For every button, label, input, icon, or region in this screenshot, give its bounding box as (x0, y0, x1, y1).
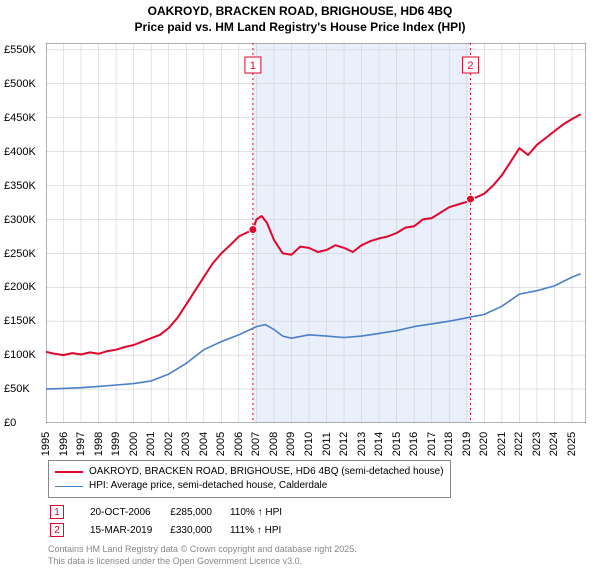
attribution: Contains HM Land Registry data © Crown c… (48, 544, 592, 567)
y-tick-label: £300K (4, 214, 36, 226)
x-tick-label: 2001 (145, 432, 157, 456)
y-tick-label: £400K (4, 146, 36, 158)
legend-item-hpi: HPI: Average price, semi-detached house,… (55, 479, 444, 493)
legend: OAKROYD, BRACKEN ROAD, BRIGHOUSE, HD6 4B… (48, 460, 451, 498)
x-tick-label: 2014 (373, 432, 385, 456)
marker-price: £285,000 (170, 504, 228, 520)
x-tick-label: 2011 (321, 432, 333, 456)
legend-item-property: OAKROYD, BRACKEN ROAD, BRIGHOUSE, HD6 4B… (55, 465, 444, 479)
x-tick-label: 2004 (198, 432, 210, 456)
x-tick-label: 2017 (426, 432, 438, 456)
title-line-1: OAKROYD, BRACKEN ROAD, BRIGHOUSE, HD6 4B… (0, 4, 600, 20)
y-tick-label: £550K (4, 44, 36, 56)
x-tick-label: 2015 (391, 432, 403, 456)
x-tick-label: 2000 (128, 432, 140, 456)
x-tick-label: 2012 (338, 432, 350, 456)
price-chart: 12 (46, 43, 586, 423)
x-tick-label: 2003 (180, 432, 192, 456)
x-tick-label: 2007 (250, 432, 262, 456)
x-tick-label: 2020 (478, 432, 490, 456)
x-tick-label: 1995 (40, 432, 52, 456)
x-tick-label: 1998 (93, 432, 105, 456)
x-tick-label: 2023 (531, 432, 543, 456)
x-tick-label: 2005 (215, 432, 227, 456)
y-tick-label: £200K (4, 281, 36, 293)
x-tick-label: 2021 (496, 432, 508, 456)
x-tick-label: 2010 (303, 432, 315, 456)
x-tick-label: 1997 (75, 432, 87, 456)
legend-swatch-property (55, 471, 83, 473)
y-tick-label: £100K (4, 349, 36, 361)
marker-date: 20-OCT-2006 (90, 504, 168, 520)
marker-row: 2 15-MAR-2019£330,000111% ↑ HPI (50, 522, 298, 538)
svg-text:2: 2 (467, 60, 473, 72)
y-tick-label: £450K (4, 112, 36, 124)
y-tick-label: £250K (4, 248, 36, 260)
x-tick-label: 2006 (233, 432, 245, 456)
x-tick-label: 2009 (285, 432, 297, 456)
marker-number-box: 2 (50, 523, 64, 537)
marker-row: 1 20-OCT-2006£285,000110% ↑ HPI (50, 504, 298, 520)
svg-text:1: 1 (250, 60, 256, 72)
y-tick-label: £50K (4, 383, 30, 395)
legend-swatch-hpi (55, 486, 83, 487)
y-tick-label: £350K (4, 180, 36, 192)
x-tick-label: 2022 (513, 432, 525, 456)
x-tick-label: 2019 (461, 432, 473, 456)
chart-area: £0 £50K £100K £150K £200K £250K £300K £350K £400… (4, 37, 594, 452)
x-tick-label: 2013 (356, 432, 368, 456)
y-tick-label: £0 (4, 417, 16, 429)
marker-number-box: 1 (50, 505, 64, 519)
x-tick-label: 2024 (548, 432, 560, 456)
x-tick-label: 1999 (110, 432, 122, 456)
x-tick-label: 2002 (163, 432, 175, 456)
x-tick-label: 2025 (566, 432, 578, 456)
chart-title: OAKROYD, BRACKEN ROAD, BRIGHOUSE, HD6 4B… (0, 0, 600, 35)
marker-date: 15-MAR-2019 (90, 522, 168, 538)
attribution-line-1: Contains HM Land Registry data © Crown c… (48, 544, 592, 556)
legend-label-property: OAKROYD, BRACKEN ROAD, BRIGHOUSE, HD6 4B… (89, 465, 444, 479)
marker-pct: 110% ↑ HPI (230, 504, 298, 520)
x-tick-label: 2008 (268, 432, 280, 456)
title-line-2: Price paid vs. HM Land Registry's House … (0, 20, 600, 36)
y-tick-label: £500K (4, 78, 36, 90)
marker-price: £330,000 (170, 522, 228, 538)
y-tick-label: £150K (4, 315, 36, 327)
attribution-line-2: This data is licensed under the Open Gov… (48, 556, 592, 568)
marker-pct: 111% ↑ HPI (230, 522, 298, 538)
x-tick-label: 2018 (443, 432, 455, 456)
marker-table: 1 20-OCT-2006£285,000110% ↑ HPI 2 15-MAR-20… (48, 502, 300, 540)
legend-label-hpi: HPI: Average price, semi-detached house,… (89, 479, 327, 493)
x-tick-label: 1996 (58, 432, 70, 456)
x-tick-label: 2016 (408, 432, 420, 456)
